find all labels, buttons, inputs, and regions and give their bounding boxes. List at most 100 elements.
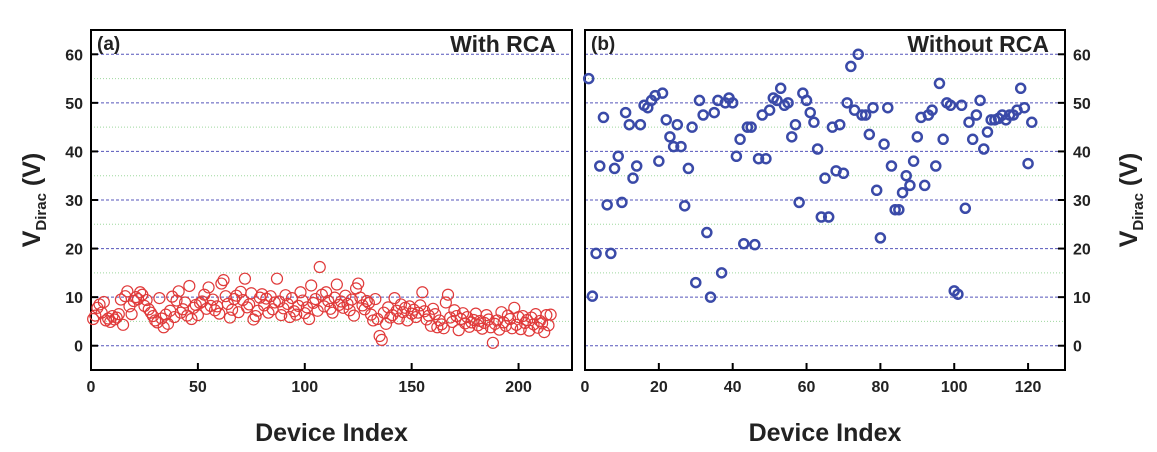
point xyxy=(874,232,887,244)
point xyxy=(664,131,676,143)
point xyxy=(525,311,538,324)
point xyxy=(981,126,994,138)
y-tick-label: 0 xyxy=(1073,339,1082,356)
point xyxy=(279,289,292,302)
point xyxy=(815,211,828,223)
point xyxy=(401,314,414,327)
point xyxy=(228,292,241,306)
point xyxy=(671,118,684,131)
point xyxy=(523,324,536,337)
point xyxy=(134,286,147,299)
point xyxy=(168,310,181,324)
point xyxy=(966,133,979,146)
y-tick-label: 60 xyxy=(65,47,83,64)
point xyxy=(656,87,669,99)
y-label-sub: Dirac xyxy=(1130,193,1147,231)
y-label-sub: Dirac xyxy=(33,193,50,231)
y-tick-label: 40 xyxy=(1073,144,1091,161)
point xyxy=(856,109,868,121)
y-label-main: V xyxy=(1115,230,1143,247)
point xyxy=(191,309,204,322)
point xyxy=(793,196,805,209)
point xyxy=(217,274,230,287)
point xyxy=(341,297,354,311)
point xyxy=(302,312,316,326)
point xyxy=(544,308,557,321)
point xyxy=(955,99,968,112)
point xyxy=(630,160,643,172)
point xyxy=(782,97,794,109)
point xyxy=(375,333,388,346)
point xyxy=(937,133,949,146)
y-tick-label: 10 xyxy=(65,290,83,307)
point xyxy=(623,118,636,131)
point xyxy=(678,200,691,212)
point xyxy=(510,318,523,331)
point xyxy=(697,109,709,121)
point xyxy=(268,296,281,309)
point xyxy=(240,301,254,314)
point xyxy=(701,226,713,239)
point xyxy=(741,121,754,133)
point xyxy=(300,301,314,314)
x-tick-label: 80 xyxy=(871,379,889,396)
point xyxy=(918,179,931,192)
point xyxy=(174,306,187,319)
point xyxy=(437,322,450,335)
point xyxy=(763,104,776,116)
point xyxy=(889,203,901,216)
point xyxy=(97,295,110,309)
point xyxy=(834,118,846,131)
point xyxy=(930,160,942,172)
point xyxy=(236,293,249,307)
x-tick-label: 200 xyxy=(505,379,532,396)
x-tick-label: 100 xyxy=(291,379,318,396)
point xyxy=(476,322,489,335)
point xyxy=(482,313,495,326)
point xyxy=(900,169,912,182)
x-tick-label: 60 xyxy=(798,379,816,396)
panel-label: (a) xyxy=(97,34,120,55)
point xyxy=(144,306,157,319)
point xyxy=(893,203,905,216)
point xyxy=(486,336,500,349)
point xyxy=(845,60,857,73)
point xyxy=(87,312,100,326)
point xyxy=(354,291,367,304)
point xyxy=(878,138,890,150)
point xyxy=(582,72,595,85)
point xyxy=(204,299,217,312)
y-tick-label: 30 xyxy=(1073,193,1091,210)
point xyxy=(149,314,162,327)
point xyxy=(232,306,245,319)
point xyxy=(223,311,237,324)
point xyxy=(262,306,275,319)
point xyxy=(347,309,361,322)
point xyxy=(734,133,746,146)
point xyxy=(452,324,465,337)
point xyxy=(653,155,665,167)
point xyxy=(682,162,695,175)
point xyxy=(594,160,606,172)
point xyxy=(944,99,957,112)
point xyxy=(273,295,286,308)
point xyxy=(774,82,787,95)
point xyxy=(320,286,333,299)
point xyxy=(362,296,376,310)
panel-title: With RCA xyxy=(450,31,556,57)
y-tick-label: 0 xyxy=(74,339,83,356)
point xyxy=(238,272,252,285)
point xyxy=(867,101,879,114)
x-axis-label: Device Index xyxy=(255,419,408,447)
point xyxy=(608,162,621,175)
point xyxy=(690,276,702,289)
point xyxy=(619,106,632,119)
point xyxy=(159,308,172,321)
point xyxy=(660,114,672,126)
x-tick-label: 20 xyxy=(650,379,668,396)
y-label-main: V xyxy=(18,230,46,247)
x-tick-label: 40 xyxy=(724,379,742,396)
point xyxy=(215,277,228,290)
point xyxy=(616,196,628,209)
point xyxy=(693,94,706,107)
